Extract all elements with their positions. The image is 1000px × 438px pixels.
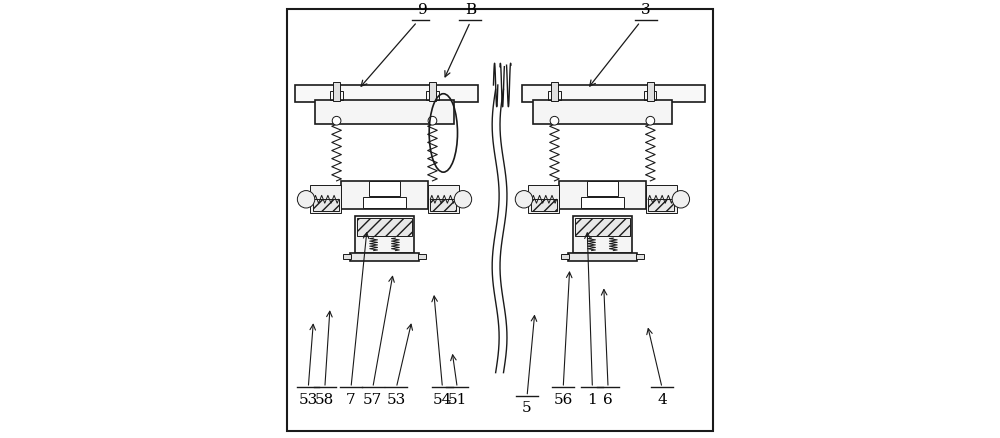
Circle shape: [515, 191, 533, 208]
Circle shape: [550, 117, 559, 125]
Bar: [315, 100, 454, 124]
Text: 58: 58: [315, 392, 334, 406]
Text: 6: 6: [603, 392, 613, 406]
Bar: [430, 199, 456, 211]
Text: 4: 4: [657, 392, 667, 406]
Text: 56: 56: [554, 392, 573, 406]
Bar: [573, 216, 632, 253]
Bar: [330, 91, 343, 100]
Bar: [522, 85, 705, 102]
Text: 1: 1: [588, 392, 597, 406]
Bar: [581, 197, 624, 208]
Bar: [363, 197, 406, 208]
Bar: [426, 91, 439, 100]
Circle shape: [332, 117, 341, 125]
Bar: [428, 185, 459, 213]
Text: 53: 53: [299, 392, 318, 406]
Bar: [357, 218, 412, 236]
Bar: [528, 185, 559, 213]
Circle shape: [454, 191, 472, 208]
Bar: [429, 82, 436, 101]
Bar: [559, 181, 646, 209]
Text: 7: 7: [346, 392, 356, 406]
Bar: [341, 181, 428, 209]
Bar: [418, 254, 426, 259]
Bar: [575, 218, 630, 236]
Text: 53: 53: [387, 392, 406, 406]
Bar: [533, 100, 672, 124]
Bar: [568, 253, 637, 261]
Text: 3: 3: [641, 4, 651, 18]
Bar: [313, 199, 339, 211]
Bar: [333, 82, 340, 101]
Circle shape: [297, 191, 315, 208]
Bar: [369, 181, 400, 196]
Bar: [355, 216, 414, 253]
Bar: [648, 199, 674, 211]
Circle shape: [672, 191, 690, 208]
Bar: [561, 254, 569, 259]
Text: 5: 5: [522, 401, 532, 415]
Bar: [646, 185, 677, 213]
Bar: [310, 185, 341, 213]
Text: 51: 51: [448, 392, 467, 406]
Bar: [343, 254, 351, 259]
Text: 57: 57: [363, 392, 382, 406]
Text: B: B: [465, 4, 476, 18]
Bar: [647, 82, 654, 101]
Bar: [644, 91, 656, 100]
Text: 9: 9: [418, 4, 428, 18]
Bar: [587, 181, 618, 196]
Bar: [551, 82, 558, 101]
Circle shape: [428, 117, 437, 125]
Text: 54: 54: [433, 392, 452, 406]
Bar: [350, 253, 419, 261]
Circle shape: [646, 117, 655, 125]
Bar: [531, 199, 557, 211]
Bar: [636, 254, 644, 259]
Bar: [295, 85, 478, 102]
Bar: [548, 91, 561, 100]
